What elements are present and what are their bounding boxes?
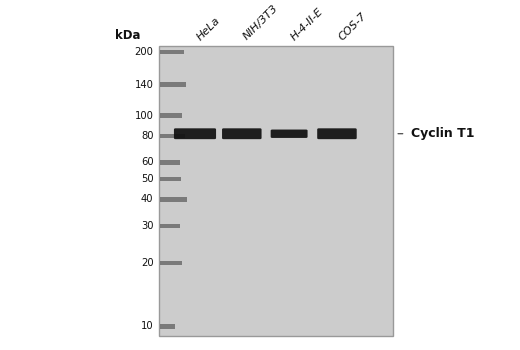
Bar (160, 177, 181, 181)
Text: 40: 40 (141, 195, 153, 204)
Bar (160, 197, 187, 202)
Bar (160, 83, 186, 87)
FancyBboxPatch shape (317, 128, 357, 139)
Text: 100: 100 (135, 111, 153, 120)
Text: Cyclin T1: Cyclin T1 (411, 127, 474, 140)
Bar (160, 50, 184, 54)
Text: 200: 200 (135, 47, 153, 57)
FancyBboxPatch shape (222, 128, 262, 139)
Bar (160, 113, 182, 118)
Text: 20: 20 (141, 258, 153, 268)
Text: 80: 80 (141, 131, 153, 141)
FancyBboxPatch shape (271, 130, 308, 138)
FancyBboxPatch shape (174, 128, 216, 139)
Text: H-4-II-E: H-4-II-E (289, 6, 325, 42)
Text: NIH/3T3: NIH/3T3 (242, 3, 280, 42)
Bar (160, 224, 180, 228)
Bar (160, 261, 182, 265)
Text: 30: 30 (141, 221, 153, 231)
Text: 140: 140 (135, 80, 153, 90)
Bar (160, 134, 185, 138)
Text: kDa: kDa (114, 29, 140, 42)
Text: COS-7: COS-7 (337, 10, 369, 42)
Text: 50: 50 (141, 174, 153, 184)
Text: 10: 10 (141, 321, 153, 331)
Bar (159, 46, 393, 336)
Bar (160, 160, 180, 164)
Bar (160, 324, 175, 329)
Text: 60: 60 (141, 158, 153, 167)
Text: HeLa: HeLa (195, 15, 222, 42)
